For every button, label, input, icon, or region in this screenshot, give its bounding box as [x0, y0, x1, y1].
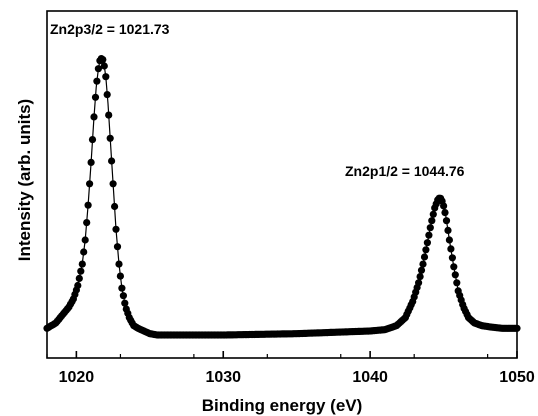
series-line	[46, 56, 517, 336]
data-point	[93, 77, 101, 85]
data-point	[100, 62, 108, 70]
data-point	[81, 236, 89, 244]
data-point	[423, 239, 431, 247]
data-point	[513, 324, 521, 332]
data-point	[87, 158, 95, 166]
data-point	[75, 274, 83, 282]
data-point	[426, 224, 434, 232]
data-point	[84, 201, 92, 209]
data-point	[420, 253, 429, 261]
x-tick-label: 1050	[499, 369, 535, 386]
data-point	[453, 279, 461, 287]
data-point	[450, 263, 458, 271]
data-series	[43, 55, 521, 339]
data-point	[451, 271, 459, 279]
x-axis-ticks: 1020 1030 1040 1050	[46, 351, 535, 386]
data-point	[116, 272, 124, 280]
data-point	[103, 91, 111, 99]
x-tick-label: 1040	[352, 369, 388, 386]
data-point	[444, 226, 452, 234]
data-point	[78, 260, 86, 268]
data-point	[417, 266, 426, 274]
data-point	[425, 231, 433, 239]
data-point	[106, 134, 114, 142]
data-point	[440, 202, 448, 210]
data-point	[88, 136, 97, 144]
data-point	[448, 254, 456, 262]
x-axis-title: Binding energy (eV)	[202, 396, 363, 415]
plot-frame	[46, 10, 518, 359]
y-axis-title: Intensity (arb. units)	[15, 99, 34, 261]
data-point	[113, 243, 122, 251]
data-point	[447, 245, 455, 253]
data-point	[74, 281, 82, 290]
data-point	[112, 225, 120, 233]
data-point	[119, 292, 127, 300]
data-point	[94, 65, 102, 73]
data-point	[105, 111, 113, 119]
data-point	[91, 93, 100, 101]
data-point	[77, 267, 85, 275]
data-point	[111, 202, 119, 211]
data-point	[415, 279, 423, 287]
data-point	[115, 260, 123, 268]
data-point	[419, 260, 427, 268]
annotation-zn2p3-2: Zn2p3/2 = 1021.73	[50, 21, 170, 37]
data-point	[108, 157, 116, 165]
data-point	[83, 219, 91, 227]
data-point	[86, 180, 94, 188]
annotation-zn2p1-2: Zn2p1/2 = 1044.76	[345, 163, 465, 179]
data-point	[428, 217, 436, 225]
data-point	[118, 284, 126, 292]
data-point	[109, 180, 117, 188]
data-point	[429, 210, 437, 218]
data-point	[102, 73, 110, 81]
data-point	[422, 246, 430, 254]
data-point	[416, 273, 424, 281]
plot-area	[46, 10, 518, 359]
data-point	[445, 236, 453, 244]
data-point	[80, 248, 88, 256]
x-tick-label: 1030	[205, 369, 241, 386]
data-point	[442, 217, 451, 225]
data-point	[99, 56, 107, 64]
data-point	[441, 209, 449, 217]
data-point	[90, 113, 98, 121]
x-tick-label: 1020	[59, 369, 95, 386]
data-point	[121, 299, 129, 307]
